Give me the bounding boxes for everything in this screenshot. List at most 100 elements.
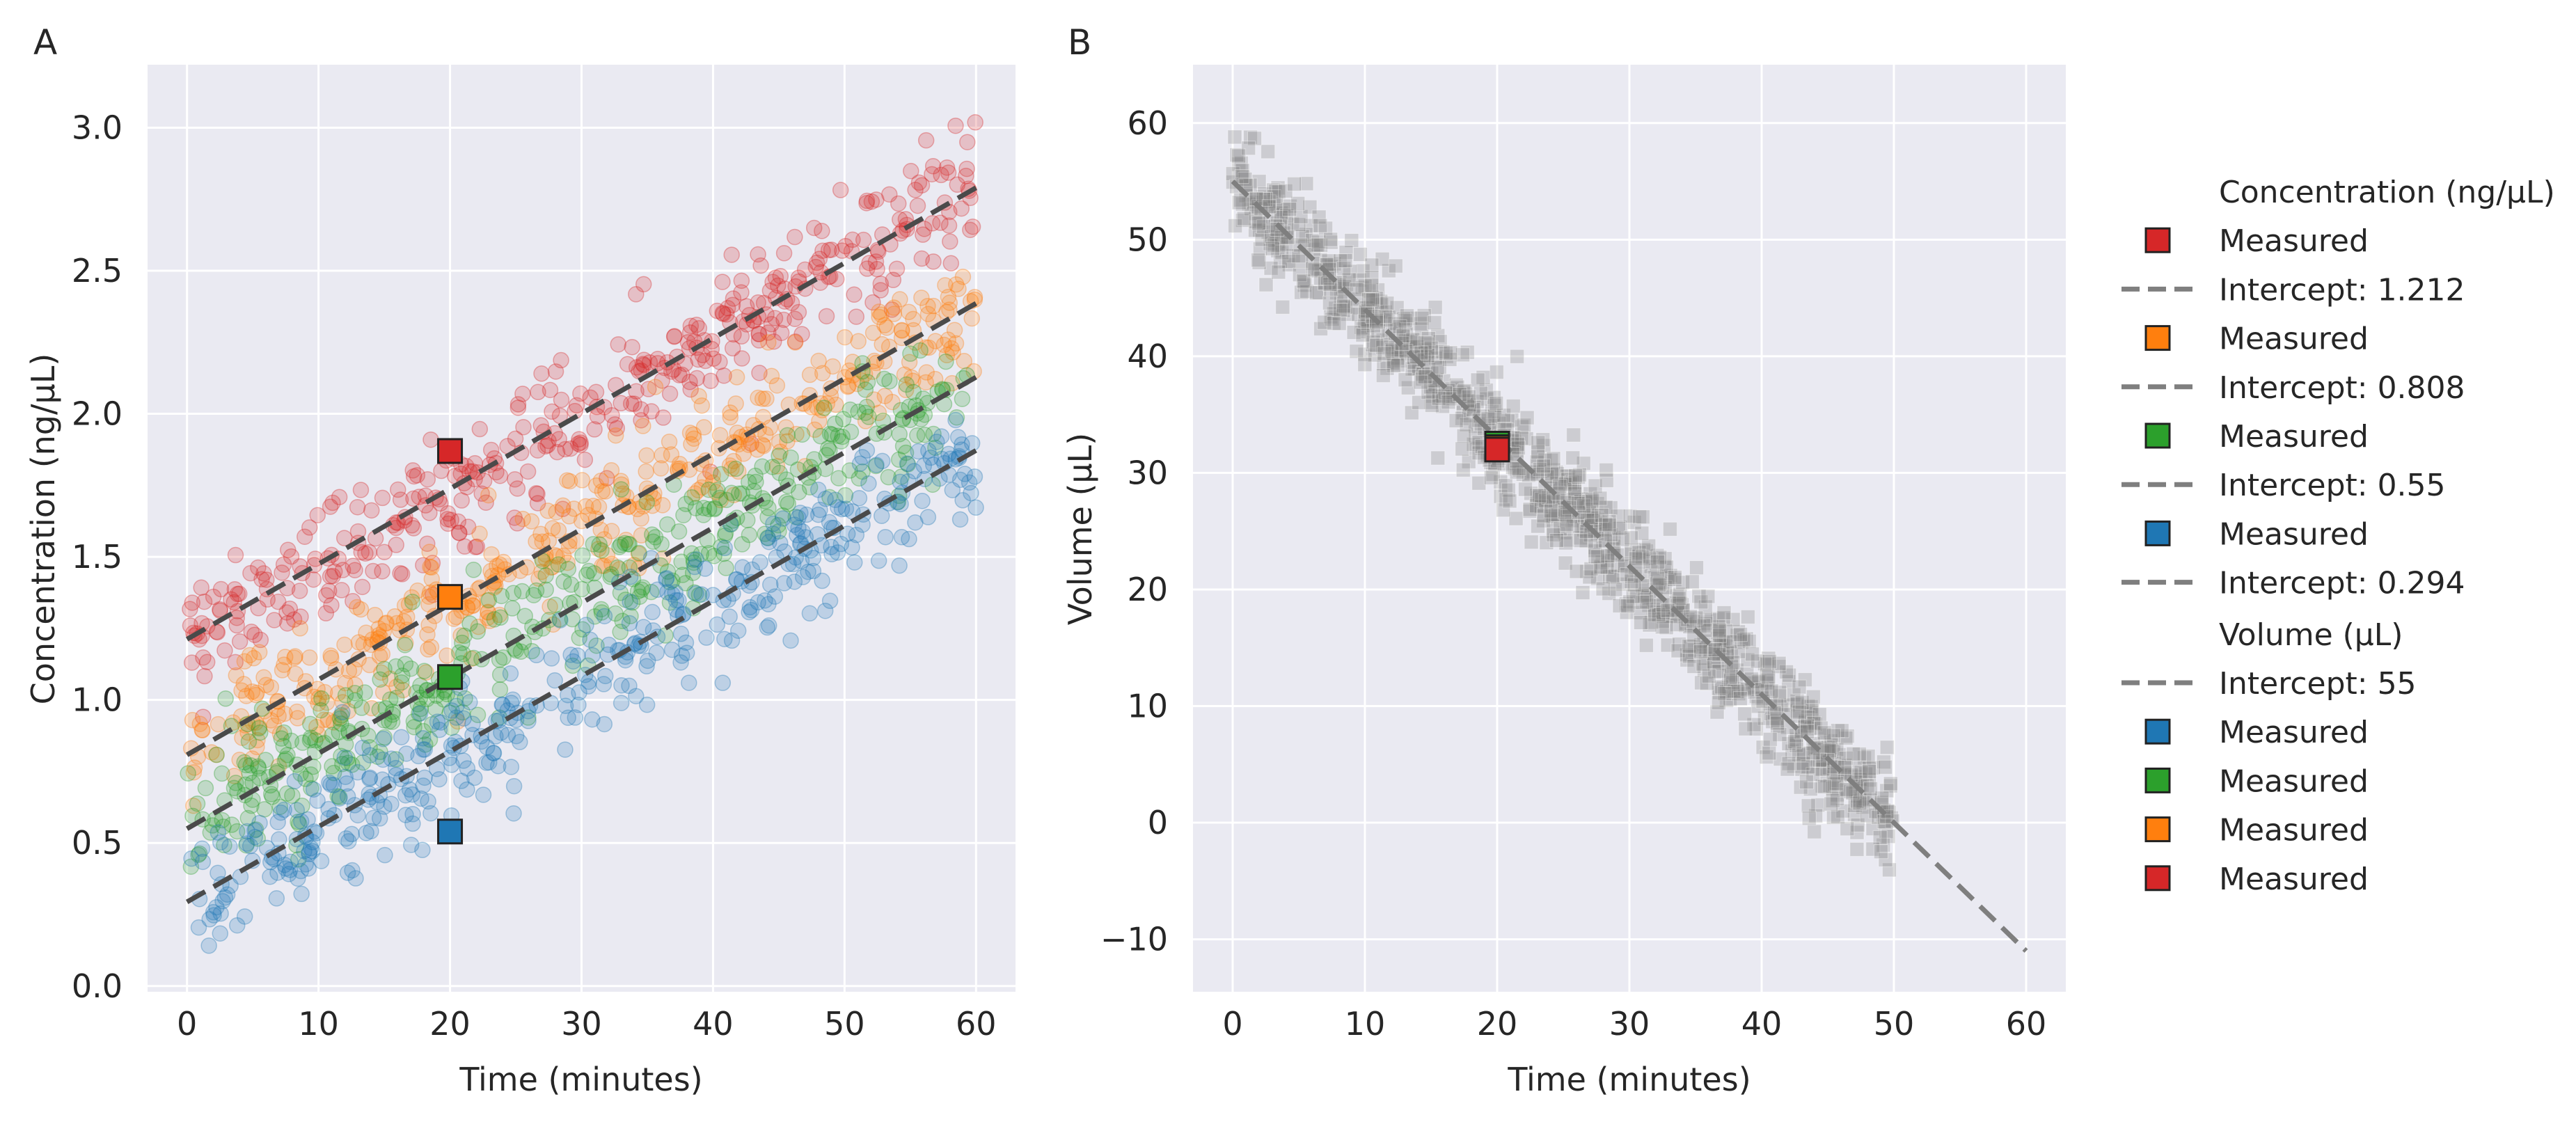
scatter-point — [307, 731, 324, 749]
scatter-point — [251, 770, 268, 786]
scatter-point — [611, 561, 629, 578]
scatter-point — [834, 428, 851, 445]
scatter-point — [507, 430, 524, 448]
scatter-point — [722, 409, 739, 426]
scatter-point — [276, 752, 294, 769]
scatter-point — [475, 473, 493, 489]
scatter-point — [1620, 599, 1636, 614]
scatter-point — [247, 821, 264, 838]
scatter-point — [823, 242, 840, 258]
scatter-point — [291, 583, 308, 599]
scatter-point — [1770, 715, 1785, 731]
scatter-point — [1470, 372, 1485, 388]
scatter-point — [570, 435, 587, 452]
scatter-point — [363, 823, 379, 840]
scatter-point — [357, 545, 374, 562]
scatter-point — [706, 548, 722, 564]
scatter-point — [893, 468, 910, 485]
scatter-point — [880, 468, 897, 486]
scatter-point — [276, 801, 292, 818]
scatter-point — [820, 242, 837, 259]
scatter-point — [565, 500, 583, 517]
scatter-point — [1575, 585, 1590, 601]
scatter-point — [304, 834, 321, 850]
scatter-point — [453, 773, 470, 789]
scatter-point — [210, 715, 227, 733]
scatter-point — [771, 464, 788, 482]
scatter-point — [264, 788, 280, 805]
scatter-point — [718, 491, 735, 509]
scatter-point — [559, 472, 576, 489]
scatter-point — [450, 524, 468, 541]
scatter-point — [653, 536, 670, 553]
scatter-point — [1780, 761, 1795, 777]
scatter-point — [805, 219, 823, 237]
scatter-point — [738, 298, 755, 315]
scatter-point — [208, 899, 225, 916]
scatter-point — [874, 335, 890, 353]
scatter-point — [571, 431, 587, 448]
scatter-point — [550, 556, 567, 573]
scatter-point — [624, 594, 641, 611]
scatter-point — [596, 531, 613, 548]
scatter-point — [848, 375, 866, 393]
scatter-point — [848, 308, 865, 325]
scatter-point — [1558, 516, 1574, 532]
scatter-point — [505, 805, 522, 822]
scatter-point — [1737, 706, 1753, 722]
scatter-point — [677, 634, 695, 651]
scatter-point — [548, 548, 565, 565]
scatter-point — [714, 674, 732, 691]
scatter-point — [455, 645, 472, 663]
scatter-point — [313, 853, 330, 869]
scatter-point — [574, 580, 590, 598]
scatter-point — [301, 844, 317, 861]
scatter-point — [509, 399, 527, 416]
scatter-point — [910, 174, 928, 191]
scatter-point — [377, 615, 394, 632]
scatter-point — [324, 567, 342, 585]
scatter-point — [925, 297, 942, 315]
scatter-point — [301, 519, 318, 536]
scatter-point — [397, 656, 414, 672]
panel-a-concentration-chart: A 0 10 20 30 40 50 60 0.0 0.5 1.0 1.5 2.0 2.5 3.0 Ti… — [24, 22, 1016, 1098]
scatter-point — [347, 692, 363, 709]
scatter-point — [892, 473, 909, 491]
scatter-point — [816, 602, 834, 619]
scatter-point — [812, 428, 829, 445]
scatter-point — [906, 463, 923, 480]
scatter-point — [673, 366, 690, 383]
scatter-point — [468, 538, 486, 555]
scatter-point — [938, 159, 956, 176]
scatter-point — [374, 646, 391, 663]
scatter-point — [679, 333, 697, 351]
scatter-point — [916, 221, 933, 237]
scatter-point — [336, 636, 353, 654]
scatter-point — [1231, 148, 1247, 164]
scatter-point — [423, 559, 440, 576]
scatter-point — [420, 596, 437, 613]
scatter-point — [374, 563, 390, 580]
scatter-point — [344, 757, 361, 773]
scatter-point — [554, 500, 571, 518]
scatter-point — [927, 333, 944, 349]
scatter-point — [655, 409, 672, 426]
scatter-point — [1338, 253, 1353, 269]
scatter-point — [560, 709, 576, 727]
scatter-point — [463, 650, 480, 667]
scatter-point — [787, 310, 803, 327]
scatter-point — [1265, 241, 1280, 256]
scatter-point — [189, 795, 206, 812]
scatter-point — [236, 653, 253, 670]
scatter-point — [453, 492, 471, 509]
scatter-point — [247, 686, 264, 704]
scatter-point — [704, 474, 722, 491]
scatter-point — [562, 647, 579, 663]
scatter-point — [419, 535, 436, 552]
scatter-point — [421, 544, 438, 560]
scatter-point — [244, 683, 261, 700]
scatter-point — [571, 629, 587, 647]
scatter-point — [938, 353, 954, 370]
scatter-point — [286, 649, 303, 666]
scatter-point — [951, 511, 969, 528]
